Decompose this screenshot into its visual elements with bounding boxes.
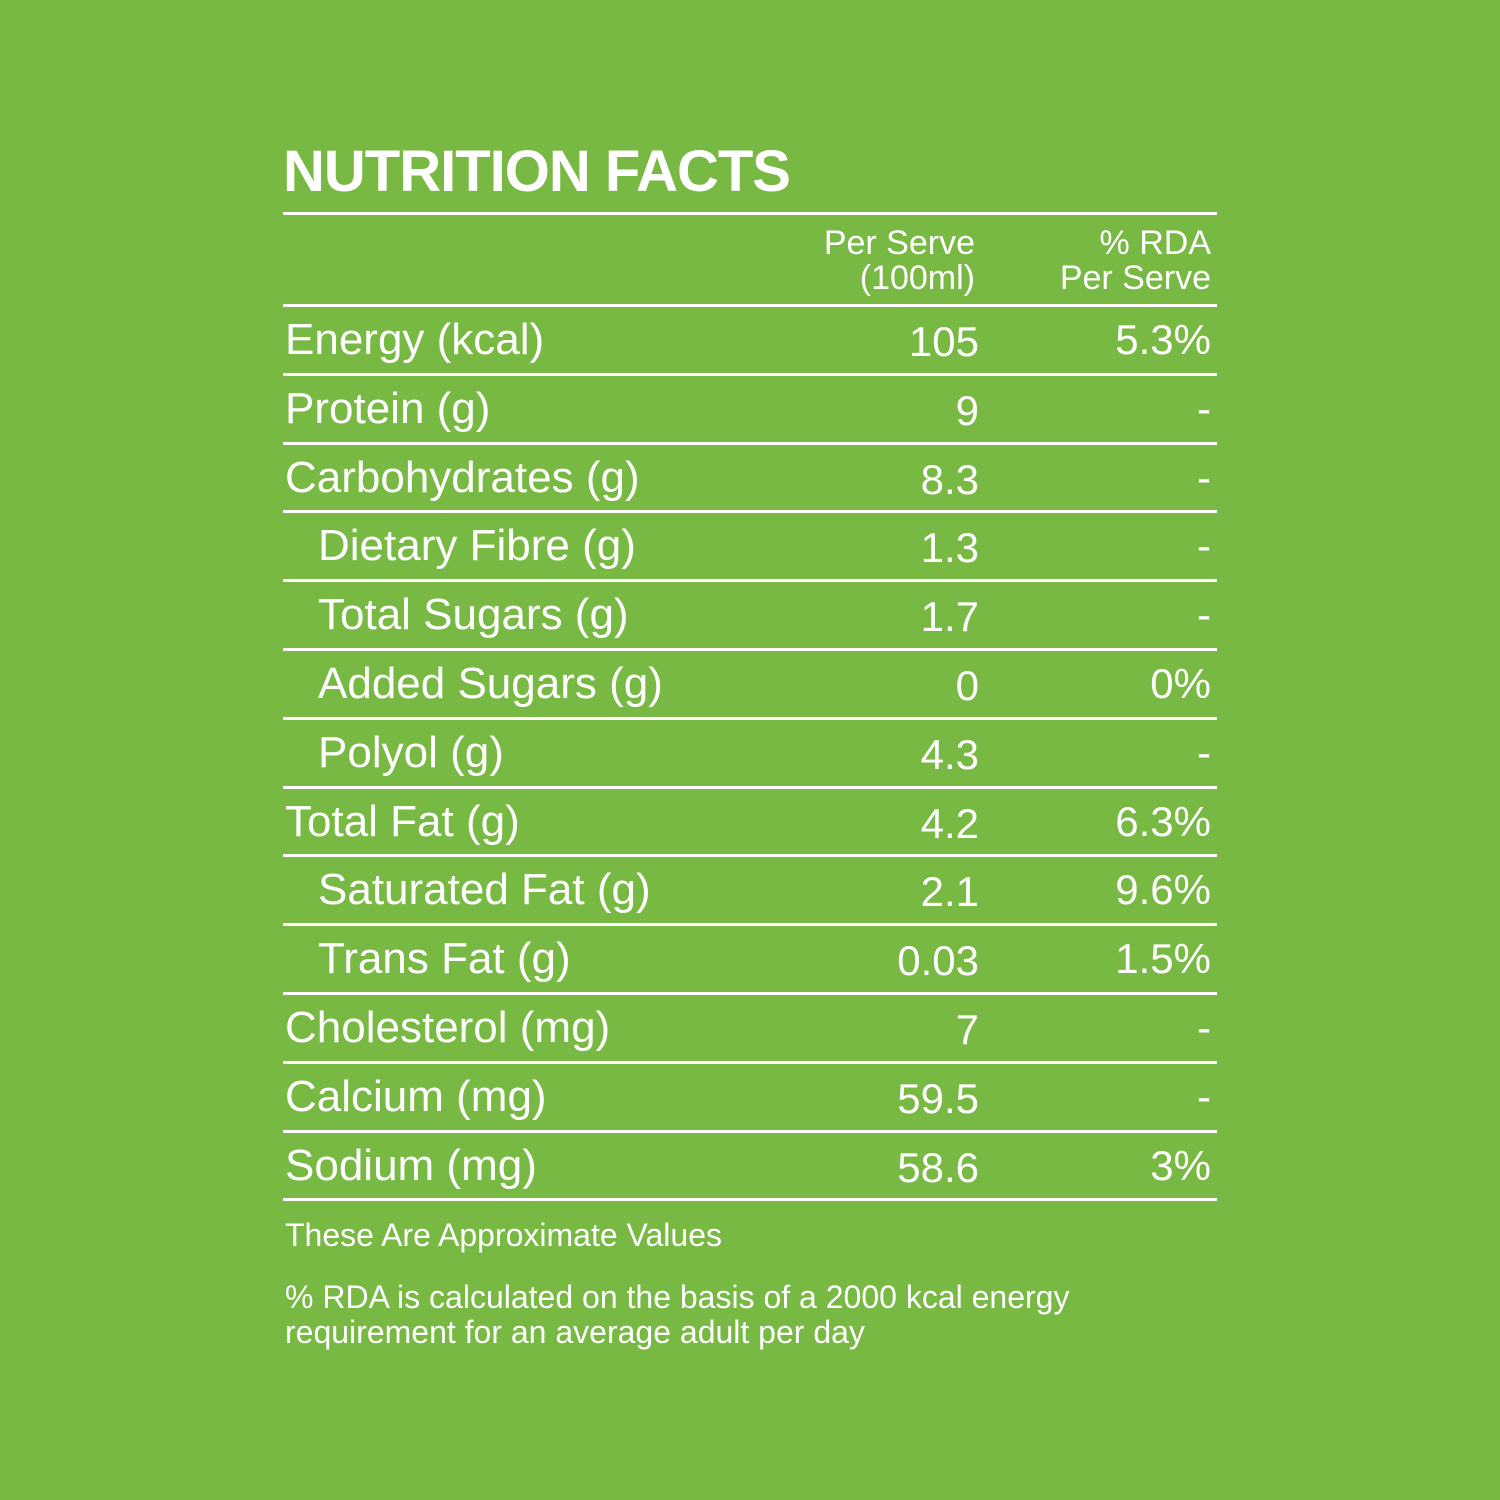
row-divider xyxy=(283,1129,1217,1133)
rda-value: 3% xyxy=(1150,1141,1211,1189)
rda-value: - xyxy=(1197,1004,1211,1051)
rda-value: 0% xyxy=(1150,660,1211,707)
nutrient-label: Cholesterol (mg) xyxy=(285,1003,611,1052)
rda-note-line1: % RDA is calculated on the basis of a 20… xyxy=(285,1279,1070,1315)
row-divider xyxy=(283,510,1217,514)
nutrient-label: Total Sugars (g) xyxy=(318,590,629,640)
table-row: Added Sugars (g) 0 0% xyxy=(283,651,1217,717)
row-divider xyxy=(283,992,1217,995)
per-serve-value: 105 xyxy=(908,318,979,365)
nutrient-label: Polyol (g) xyxy=(318,727,504,777)
table-row: Cholesterol (mg) 7 - xyxy=(283,995,1217,1061)
table-row: Energy (kcal) 105 5.3% xyxy=(283,307,1217,373)
table-row: Trans Fat (g) 0.03 1.5% xyxy=(283,926,1217,992)
table-row: Dietary Fibre (g) 1.3 - xyxy=(283,513,1217,579)
per-serve-value: 8.3 xyxy=(920,455,979,503)
rda-note-line2: requirement for an average adult per day xyxy=(285,1314,865,1350)
nutrient-label: Calcium (mg) xyxy=(285,1071,547,1121)
per-serve-value: 1.7 xyxy=(920,593,979,641)
rda-value: 6.3% xyxy=(1115,797,1211,845)
row-divider xyxy=(283,1198,1217,1202)
table-row: Total Fat (g) 4.2 6.3% xyxy=(283,789,1217,855)
per-serve-value: 4.2 xyxy=(920,799,979,847)
rda-header-line2: Per Serve xyxy=(1059,259,1211,297)
nutrient-label: Protein (g) xyxy=(285,383,491,433)
nutrient-label: Dietary Fibre (g) xyxy=(318,521,636,571)
row-divider xyxy=(283,785,1217,789)
per-serve-value: 7 xyxy=(955,1006,979,1053)
row-divider xyxy=(283,579,1217,583)
nutrient-label: Carbohydrates (g) xyxy=(285,452,640,502)
per-serve-column-header: Per Serve (100ml) xyxy=(824,226,975,296)
per-serve-value: 58.6 xyxy=(897,1143,979,1191)
nutrient-label: Sodium (mg) xyxy=(285,1140,537,1190)
rda-value: - xyxy=(1197,591,1211,639)
rda-column-header: % RDA Per Serve xyxy=(1060,226,1211,296)
header-divider xyxy=(283,304,1217,307)
rda-value: 9.6% xyxy=(1115,866,1211,914)
row-divider xyxy=(283,372,1217,376)
per-serve-value: 59.5 xyxy=(897,1074,979,1122)
table-row: Polyol (g) 4.3 - xyxy=(283,720,1217,786)
per-serve-value: 2.1 xyxy=(920,868,979,916)
approximate-values-note: These Are Approximate Values xyxy=(285,1217,722,1253)
table-row: Saturated Fat (g) 2.1 9.6% xyxy=(283,857,1217,923)
nutrient-label: Saturated Fat (g) xyxy=(318,865,651,915)
table-row: Sodium (mg) 58.6 3% xyxy=(283,1133,1217,1199)
row-divider xyxy=(283,1060,1217,1064)
per-serve-value: 0.03 xyxy=(897,937,979,985)
table-row: Carbohydrates (g) 8.3 - xyxy=(283,445,1217,511)
row-divider xyxy=(283,716,1217,720)
per-serve-value: 4.3 xyxy=(920,730,979,778)
per-serve-header-line2: (100ml) xyxy=(859,259,975,297)
rda-value: - xyxy=(1197,1072,1211,1120)
nutrient-label: Energy (kcal) xyxy=(285,315,545,364)
rda-header-line1: % RDA xyxy=(1099,224,1211,262)
row-divider xyxy=(283,441,1217,445)
title-divider xyxy=(283,212,1217,215)
rda-value: 1.5% xyxy=(1115,935,1211,983)
nutrient-label: Trans Fat (g) xyxy=(318,934,571,984)
table-row: Total Sugars (g) 1.7 - xyxy=(283,582,1217,648)
per-serve-value: 1.3 xyxy=(920,524,979,572)
table-row: Calcium (mg) 59.5 - xyxy=(283,1064,1217,1130)
rda-value: - xyxy=(1197,522,1211,570)
row-divider xyxy=(283,854,1217,858)
rda-value: 5.3% xyxy=(1115,316,1211,363)
per-serve-header-line1: Per Serve xyxy=(823,224,975,262)
rda-value: - xyxy=(1197,453,1211,501)
nutrient-label: Added Sugars (g) xyxy=(318,659,663,708)
per-serve-value: 0 xyxy=(955,662,979,709)
table-row: Protein (g) 9 - xyxy=(283,376,1217,442)
row-divider xyxy=(283,923,1217,927)
rda-value: - xyxy=(1197,384,1211,432)
nutrient-label: Total Fat (g) xyxy=(285,796,520,846)
row-divider xyxy=(283,648,1217,651)
page-title: NUTRITION FACTS xyxy=(283,139,791,204)
rda-value: - xyxy=(1197,728,1211,776)
per-serve-value: 9 xyxy=(955,386,979,434)
